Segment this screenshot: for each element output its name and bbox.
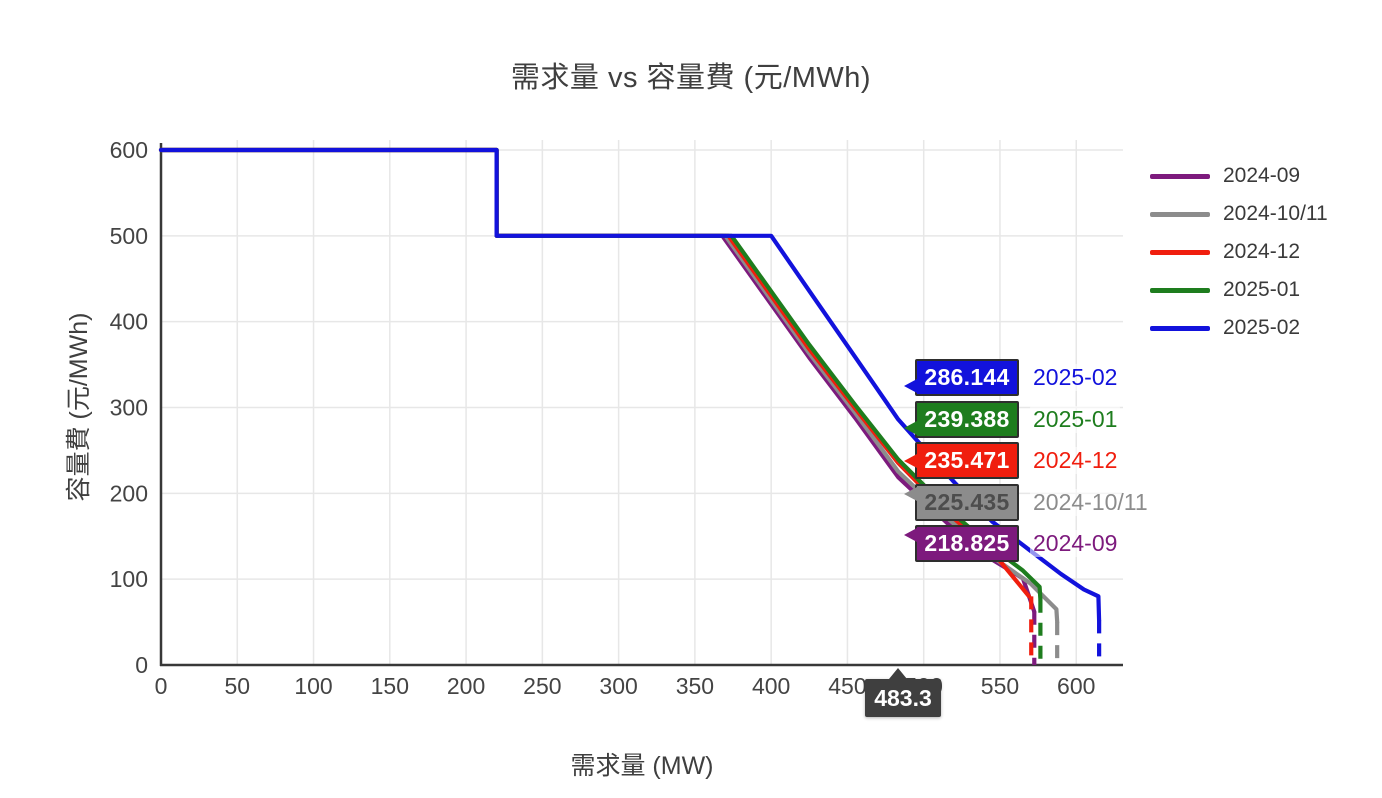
callout-value-box: 286.144 [904,359,1019,396]
callout-value-box: 218.825 [904,525,1019,562]
callout-value: 218.825 [924,530,1010,556]
legend-swatch-icon [1150,287,1210,293]
legend-item-2024-12[interactable]: 2024-12 [1150,233,1328,271]
callout-series-name: 2025-02 [1030,364,1121,391]
callout-value: 235.471 [924,447,1010,473]
callout-series-name: 2024-12 [1030,447,1121,474]
y-tick-label: 0 [135,652,148,678]
callout-value-box: 225.435 [904,483,1019,521]
callout-pointer-icon [904,420,917,435]
callout-pointer-icon [904,528,917,542]
x-tick-label: 250 [523,673,561,699]
callout-2025-01: 239.388 2025-01 [904,400,1121,438]
callout-value: 286.144 [924,364,1010,390]
x-tick-label: 200 [447,673,485,699]
x-axis-title: 需求量 (MW) [570,752,714,780]
legend-item-2025-01[interactable]: 2025-01 [1150,271,1328,309]
legend-label: 2024-09 [1223,164,1301,187]
x-tick-label: 100 [294,673,332,699]
x-axis-tooltip: 483.3 [865,668,941,717]
legend-swatch-icon [1150,211,1210,217]
x-tick-label: 50 [224,673,250,699]
y-tick-label: 500 [110,223,148,249]
callout-value: 225.435 [924,488,1010,515]
callout-2025-02: 286.144 2025-02 [904,359,1121,396]
legend-label: 2024-10/11 [1223,202,1328,225]
x-tick-label: 600 [1057,673,1095,699]
legend: 2024-09 2024-10/11 2024-12 2025-01 2025-02 [1150,157,1328,347]
legend-item-2024-09[interactable]: 2024-09 [1150,157,1328,195]
y-tick-label: 200 [110,480,148,506]
y-tick-label: 400 [110,309,148,335]
legend-swatch-icon [1150,249,1210,255]
callout-value: 239.388 [924,405,1010,432]
y-tick-label: 300 [110,395,148,421]
legend-item-2024-10/11[interactable]: 2024-10/11 [1150,195,1328,233]
callout-value-box: 239.388 [904,400,1019,438]
x-tick-label: 0 [155,673,168,699]
callout-series-name: 2024-10/11 [1030,488,1151,516]
callout-pointer-icon [904,453,917,468]
x-tick-label: 300 [599,673,637,699]
legend-swatch-icon [1150,325,1210,331]
legend-swatch-icon [1150,173,1210,179]
x-tick-label: 350 [676,673,714,699]
callout-pointer-icon [904,379,917,393]
y-tick-label: 100 [110,566,148,592]
chart-title: 需求量 vs 容量費 (元/MWh) [510,62,872,94]
legend-item-2025-02[interactable]: 2025-02 [1150,309,1328,347]
tooltip-value: 483.3 [874,684,932,711]
x-tick-label: 400 [752,673,790,699]
callout-2024-10/11: 225.435 2024-10/11 [904,483,1151,521]
callout-2024-09: 218.825 2024-09 [904,525,1121,562]
legend-label: 2024-12 [1223,240,1301,263]
x-tick-label: 550 [981,673,1019,699]
x-tick-label: 450 [828,673,866,699]
callout-series-name: 2024-09 [1030,530,1121,557]
legend-label: 2025-02 [1223,316,1301,339]
legend-label: 2025-01 [1223,278,1301,301]
callout-pointer-icon [904,486,917,501]
callout-2024-12: 235.471 2024-12 [904,442,1121,479]
callout-series-name: 2025-01 [1030,405,1121,433]
y-tick-label: 600 [110,137,148,163]
tooltip-arrow-up-icon [889,668,907,679]
x-tick-label: 150 [371,673,409,699]
callout-value-box: 235.471 [904,442,1019,479]
